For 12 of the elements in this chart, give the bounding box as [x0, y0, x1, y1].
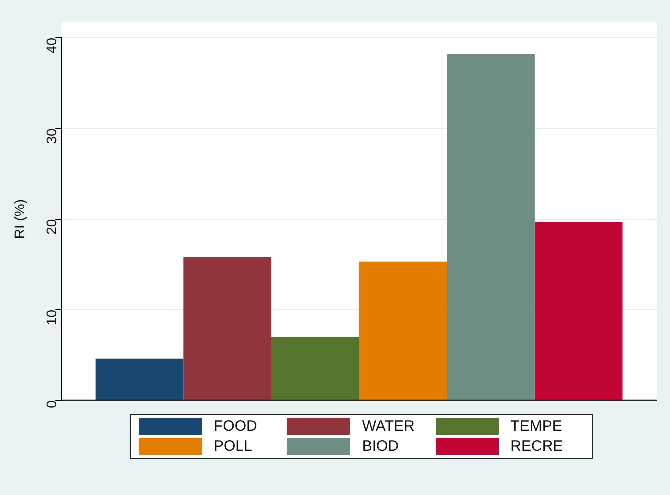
- legend-label: RECRE: [510, 438, 564, 455]
- y-tick-label: 20: [43, 219, 60, 235]
- y-tick-label: 0: [43, 400, 60, 408]
- legend-label: POLL: [214, 438, 252, 455]
- legend-label: WATER: [362, 418, 415, 435]
- legend-label: FOOD: [214, 418, 258, 435]
- legend-label: BIOD: [362, 438, 400, 455]
- y-tick-label: 40: [43, 38, 60, 54]
- y-tick-label: 10: [43, 310, 60, 326]
- y-tick-label: 30: [43, 128, 60, 144]
- y-axis-title: RI (%): [11, 199, 28, 240]
- legend-label: TEMPE: [510, 418, 562, 435]
